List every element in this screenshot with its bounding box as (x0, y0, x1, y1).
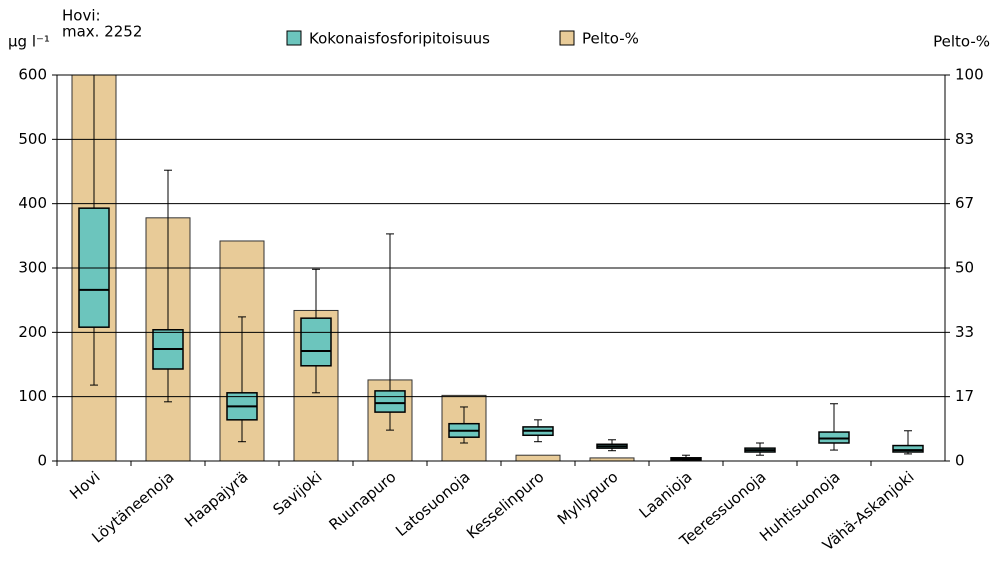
x-tick-label: Hovi (66, 468, 103, 503)
y-tick-label: 600 (18, 66, 47, 84)
y-tick-label: 100 (18, 387, 47, 405)
y2-tick-label: 50 (955, 259, 974, 277)
y2-tick-label: 33 (955, 323, 974, 341)
y2-tick-label: 100 (955, 66, 984, 84)
x-tick-label: Savijoki (269, 468, 325, 519)
y2-tick-label: 0 (955, 452, 965, 470)
x-tick-label: Laanioja (636, 468, 696, 522)
plot-area (71, 75, 924, 461)
y-tick-label: 0 (37, 452, 47, 470)
x-tick-label: Kesselinpuro (463, 468, 547, 543)
y-tick-label: 500 (18, 130, 47, 148)
legend-label: Kokonaisfosforipitoisuus (309, 30, 490, 48)
y-tick-label: 400 (18, 194, 47, 212)
y2-tick-label: 17 (955, 387, 974, 405)
annotation: max. 2252 (62, 23, 142, 41)
box (300, 317, 332, 367)
legend-label: Pelto-% (582, 30, 639, 48)
bar (515, 454, 561, 461)
annotation: Hovi: (62, 7, 101, 25)
y-tick-label: 200 (18, 323, 47, 341)
legend-swatch (286, 30, 302, 46)
y2-tick-label: 67 (955, 194, 974, 212)
x-tick-label: Myllypuro (554, 468, 622, 529)
box (892, 444, 924, 453)
legend-swatch (559, 30, 575, 46)
y-tick-label: 300 (18, 259, 47, 277)
y-axis-label: µg l⁻¹ (8, 33, 50, 51)
x-tick-label: Ruunapuro (325, 468, 399, 534)
box (374, 390, 406, 413)
y2-tick-label: 83 (955, 130, 974, 148)
y2-axis-label: Pelto-% (933, 33, 990, 51)
x-tick-label: Haapajyrä (181, 468, 251, 531)
x-tick-label: Latosuonoja (392, 468, 473, 540)
